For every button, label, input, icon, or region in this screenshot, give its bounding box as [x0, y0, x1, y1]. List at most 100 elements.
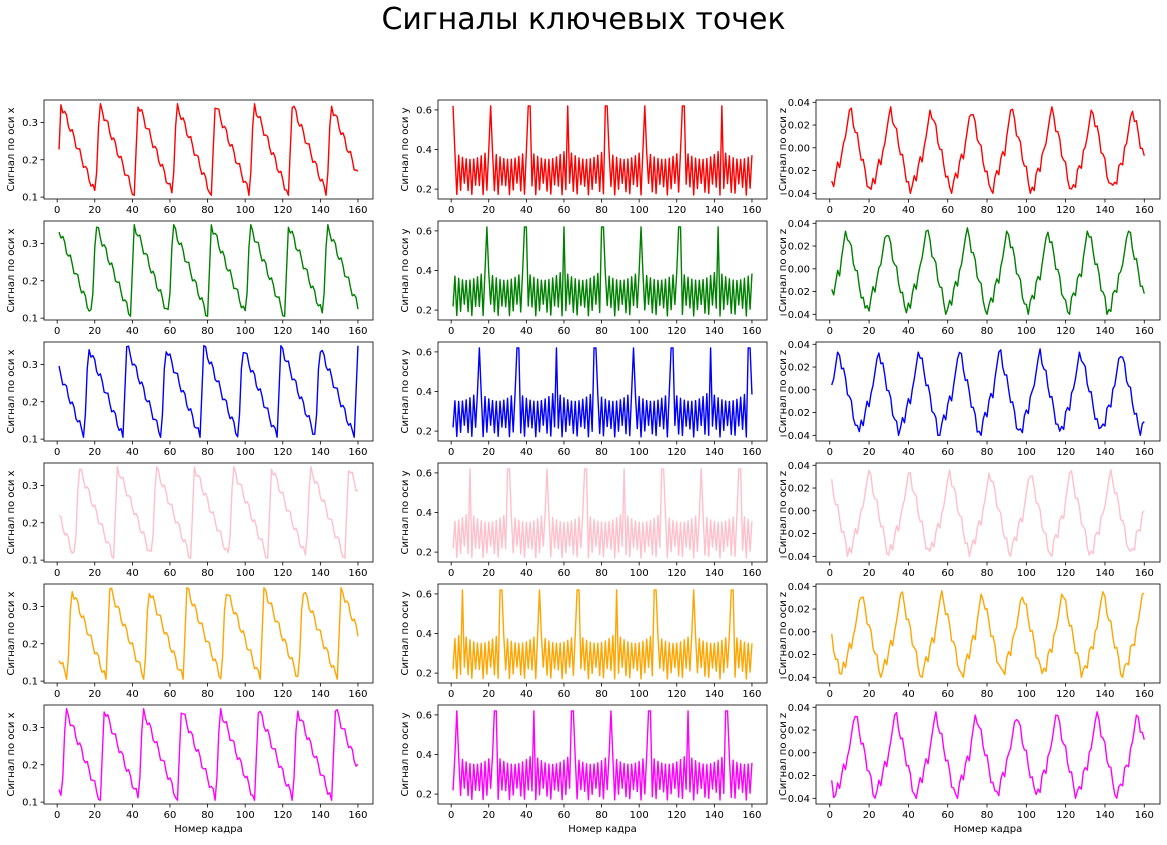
y-tick-label: −0.02: [779, 529, 810, 540]
x-tick-label: 120: [273, 326, 292, 337]
x-tick-label: 0: [54, 447, 60, 458]
x-tick-label: 100: [630, 447, 649, 458]
x-tick-label: 40: [902, 205, 915, 216]
x-tick-label: 140: [311, 326, 330, 337]
x-tick-label: 0: [54, 326, 60, 337]
x-tick-label: 80: [981, 205, 994, 216]
x-tick-label: 40: [126, 810, 139, 821]
x-tick-label: 160: [742, 689, 761, 700]
series-line: [831, 711, 1145, 800]
x-tick-label: 60: [941, 689, 954, 700]
y-tick-label: 0.00: [788, 264, 810, 275]
y-tick-label: 0.2: [416, 185, 432, 196]
y-tick-label: 0.4: [416, 266, 432, 277]
series-line: [452, 226, 753, 317]
y-axis-label: Сигнал по оси z: [778, 108, 789, 191]
x-tick-label: 120: [667, 568, 686, 579]
axes-frame: [815, 583, 1161, 684]
y-axis-label: Сигнал по оси x: [6, 591, 17, 675]
series-line: [831, 106, 1145, 195]
x-tick-label: 100: [236, 689, 255, 700]
x-tick-label: 20: [863, 326, 876, 337]
x-tick-label: 40: [126, 568, 139, 579]
x-tick-label: 40: [520, 568, 533, 579]
x-tick-label: 120: [273, 689, 292, 700]
series-line: [452, 105, 753, 196]
series-line: [452, 347, 753, 438]
series-line: [58, 708, 359, 801]
x-tick-label: 20: [482, 810, 495, 821]
x-tick-label: 0: [448, 447, 454, 458]
x-tick-label: 160: [348, 810, 367, 821]
x-tick-label: 140: [705, 205, 724, 216]
y-tick-label: 0.6: [416, 347, 432, 358]
y-tick-label: 0.04: [788, 98, 810, 109]
x-tick-label: 40: [126, 326, 139, 337]
x-tick-label: 140: [311, 568, 330, 579]
y-axis-label: Сигнал по оси z: [778, 229, 789, 312]
x-tick-label: 60: [941, 447, 954, 458]
x-tick-label: 80: [201, 689, 214, 700]
y-tick-label: −0.04: [779, 673, 810, 684]
x-tick-label: 20: [863, 447, 876, 458]
x-tick-label: 40: [902, 810, 915, 821]
x-tick-label: 80: [201, 810, 214, 821]
x-tick-label: 0: [54, 810, 60, 821]
x-tick-label: 60: [164, 568, 177, 579]
y-tick-label: −0.02: [779, 650, 810, 661]
x-tick-label: 0: [827, 568, 833, 579]
x-tick-label: 100: [236, 205, 255, 216]
x-tick-label: 80: [981, 689, 994, 700]
x-tick-label: 20: [88, 326, 101, 337]
x-tick-label: 100: [630, 810, 649, 821]
y-tick-label: −0.04: [779, 189, 810, 200]
y-tick-label: −0.02: [779, 771, 810, 782]
x-tick-label: 20: [863, 689, 876, 700]
y-tick-label: −0.04: [779, 794, 810, 805]
x-tick-label: 80: [201, 568, 214, 579]
y-axis-label: Сигнал по оси z: [778, 592, 789, 675]
x-tick-label: 0: [827, 810, 833, 821]
x-tick-label: 80: [981, 568, 994, 579]
x-tick-label: 100: [1017, 326, 1036, 337]
y-tick-label: 0.00: [788, 627, 810, 638]
x-tick-label: 0: [54, 689, 60, 700]
x-tick-label: 20: [482, 447, 495, 458]
y-tick-label: 0.02: [788, 726, 810, 737]
x-tick-label: 60: [941, 205, 954, 216]
x-tick-label: 80: [201, 447, 214, 458]
x-tick-label: 20: [88, 810, 101, 821]
x-tick-label: 20: [88, 568, 101, 579]
y-tick-label: 0.04: [788, 582, 810, 593]
x-tick-label: 0: [448, 810, 454, 821]
y-axis-label: Сигнал по оси x: [6, 228, 17, 312]
y-tick-label: −0.04: [779, 431, 810, 442]
y-tick-label: 0.2: [416, 427, 432, 438]
x-tick-label: 100: [236, 568, 255, 579]
x-tick-label: 120: [667, 810, 686, 821]
x-tick-label: 60: [558, 689, 571, 700]
x-tick-label: 40: [902, 326, 915, 337]
y-tick-label: 0.4: [416, 387, 432, 398]
series-line: [58, 224, 359, 317]
series-line: [58, 466, 359, 559]
y-tick-label: 0.1: [22, 798, 38, 809]
x-axis-label: Номер кадра: [174, 824, 242, 835]
y-tick-label: 0.1: [22, 677, 38, 688]
series-line: [58, 587, 359, 680]
y-tick-label: 0.2: [416, 548, 432, 559]
x-tick-label: 120: [667, 205, 686, 216]
x-tick-label: 20: [88, 689, 101, 700]
axes-frame: [815, 462, 1161, 563]
y-axis-label: Сигнал по оси x: [6, 107, 17, 191]
x-tick-label: 40: [126, 689, 139, 700]
series-line: [452, 589, 753, 680]
x-tick-label: 140: [1095, 568, 1114, 579]
series-line: [831, 227, 1145, 316]
axes-frame: [815, 704, 1161, 805]
x-tick-label: 120: [1056, 689, 1075, 700]
y-tick-label: 0.1: [22, 556, 38, 567]
y-tick-label: 0.2: [416, 306, 432, 317]
x-tick-label: 160: [1135, 568, 1154, 579]
